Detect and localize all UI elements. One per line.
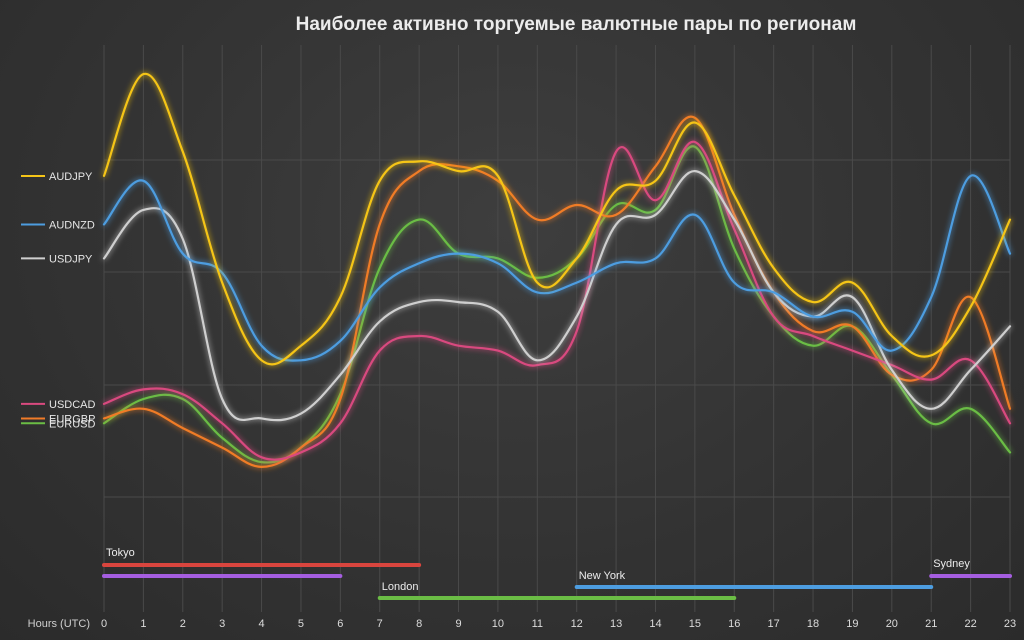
x-tick-label: 17 (768, 618, 780, 630)
x-tick-label: 21 (925, 618, 937, 630)
x-tick-label: 4 (259, 618, 265, 630)
x-tick-label: 15 (689, 618, 701, 630)
x-tick-label: 0 (101, 618, 107, 630)
x-tick-label: 13 (610, 618, 622, 630)
x-tick-label: 18 (807, 618, 819, 630)
x-tick-label: 14 (649, 618, 661, 630)
legend-label-usdcad: USDCAD (49, 399, 96, 411)
series-line-eurgbp (102, 115, 1012, 468)
x-tick-label: 9 (455, 618, 461, 630)
legend-label-usdjpy: USDJPY (49, 253, 93, 265)
x-tick-label: 16 (728, 618, 740, 630)
series-line-audjpy (102, 72, 1012, 366)
series-line-usdcad (102, 140, 1012, 461)
x-axis-title: Hours (UTC) (28, 618, 90, 630)
legend-label-eurusd: EURUSD (49, 418, 96, 430)
sessions: Tokyo London New York Sydney (102, 547, 1012, 600)
x-tick-label: 11 (532, 618, 543, 630)
session-label-new-york: New York (579, 570, 626, 582)
x-tick-label: 6 (337, 618, 343, 630)
x-tick-label: 8 (416, 618, 422, 630)
x-tick-label: 3 (219, 618, 225, 630)
x-tick-label: 23 (1004, 618, 1016, 630)
session-label-tokyo: Tokyo (106, 547, 135, 559)
x-axis: Hours (UTC) 0 1 2 3 4 5 6 7 8 9 10 11 12 13 14 15 16 17 18… (28, 618, 1016, 630)
legend-label-eurgbp: EURGBP (49, 413, 95, 425)
x-tick-label: 22 (964, 618, 976, 630)
x-tick-label: 7 (377, 618, 383, 630)
x-tick-label: 10 (492, 618, 504, 630)
x-tick-label: 2 (180, 618, 186, 630)
legend-label-audnzd: AUDNZD (49, 219, 95, 231)
series-layer (102, 72, 1012, 468)
x-tick-label: 12 (571, 618, 583, 630)
x-tick-label: 19 (846, 618, 858, 630)
series-line-audnzd (102, 174, 1012, 362)
legend-label-audjpy: AUDJPY (49, 171, 93, 183)
session-label-sydney: Sydney (933, 558, 970, 570)
chart-title: Наиболее активно торгуемые валютные пары… (296, 14, 857, 35)
x-tick-label: 20 (886, 618, 898, 630)
session-label-london: London (382, 581, 419, 593)
x-tick-label: 5 (298, 618, 304, 630)
x-tick-label: 1 (140, 618, 146, 630)
series-line-usdjpy (102, 169, 1012, 422)
